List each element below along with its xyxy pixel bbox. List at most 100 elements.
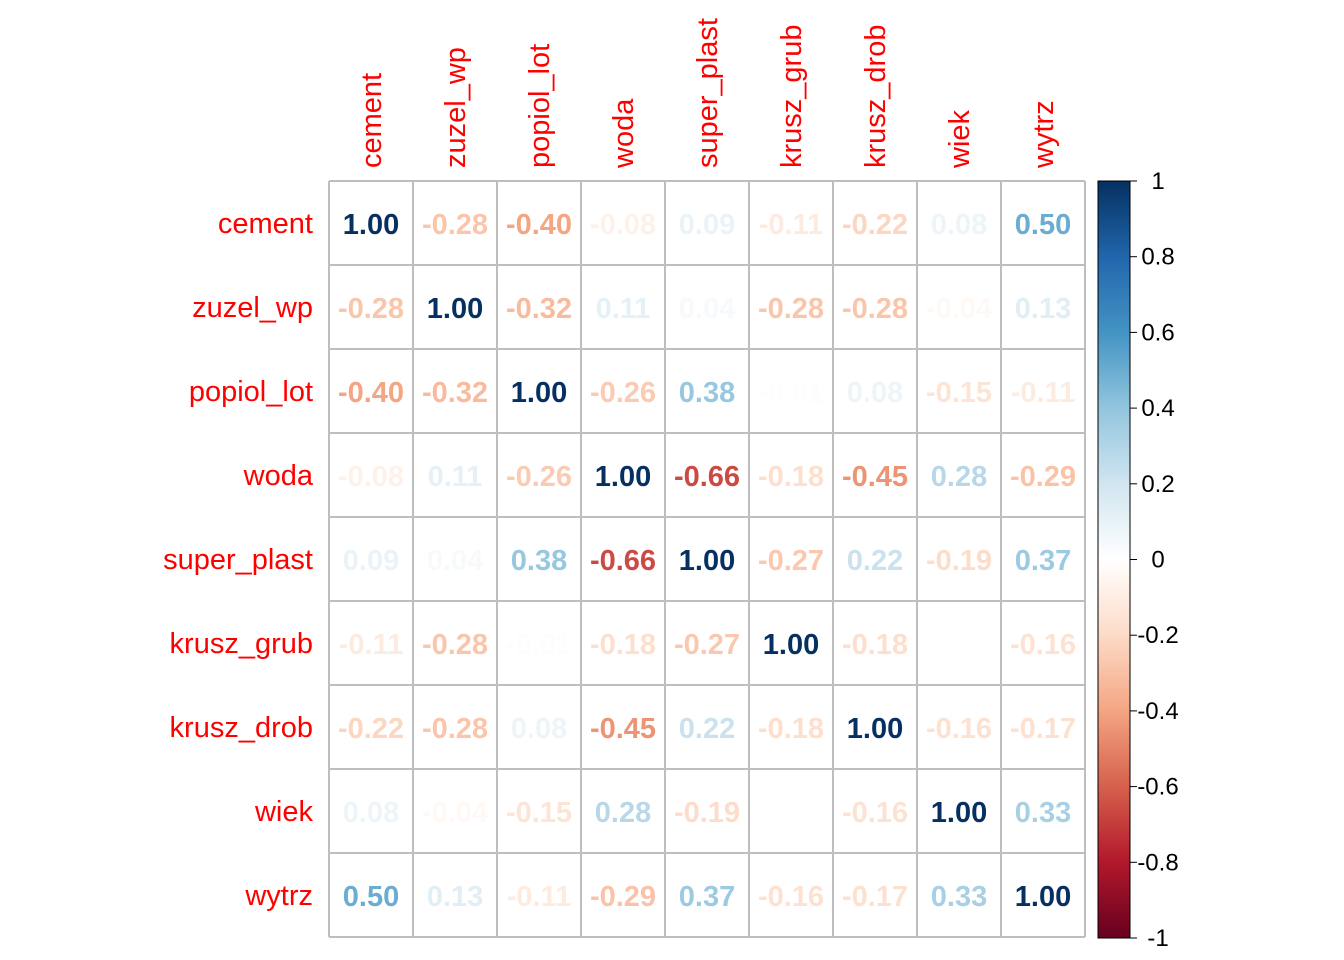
colorbar-tick-label: -1 xyxy=(1147,925,1168,952)
cell-value: 0.13 xyxy=(1015,293,1071,325)
cell-value: 0.33 xyxy=(1015,797,1071,829)
row-label: krusz_drob xyxy=(170,712,313,744)
cell-value: -0.22 xyxy=(338,713,404,745)
cell-value: -0.27 xyxy=(758,545,824,577)
cell-value: 1.00 xyxy=(1015,881,1071,913)
cell-value: -0.16 xyxy=(758,881,824,913)
column-label: popiol_lot xyxy=(524,44,556,168)
cell-value: 1.00 xyxy=(595,461,651,493)
cell-value: -0.45 xyxy=(590,713,656,745)
cell-value: -0.01 xyxy=(506,629,572,661)
row-label: popiol_lot xyxy=(189,376,313,408)
cell-value: 0.38 xyxy=(679,377,735,409)
cell-value: -0.28 xyxy=(758,293,824,325)
cell-value: -0.29 xyxy=(1010,461,1076,493)
cell-value: 0.22 xyxy=(679,713,735,745)
cell-value: 0.08 xyxy=(847,377,903,409)
cell-value: 0.08 xyxy=(511,713,567,745)
cell-value: 0.22 xyxy=(847,545,903,577)
cell-value: -0.15 xyxy=(926,377,992,409)
cell-value: -0.66 xyxy=(674,461,740,493)
colorbar-tick-label: -0.2 xyxy=(1137,622,1178,649)
cell-value: -0.18 xyxy=(590,629,656,661)
cell-value: -0.11 xyxy=(339,629,404,661)
cell-value: -0.16 xyxy=(926,713,992,745)
row-label: zuzel_wp xyxy=(192,292,313,324)
cell-value: 0.00 xyxy=(763,797,819,829)
cell-value: -0.04 xyxy=(422,797,488,829)
cell-value: -0.11 xyxy=(759,209,824,241)
row-label: super_plast xyxy=(163,544,313,576)
column-label: wytrz xyxy=(1028,100,1060,169)
cell-value: -0.26 xyxy=(506,461,572,493)
cell-value: -0.01 xyxy=(758,377,824,409)
colorbar-gradient xyxy=(1097,180,1131,939)
cell-value: -0.32 xyxy=(422,377,488,409)
cell-value: -0.27 xyxy=(674,629,740,661)
cell-value: -0.11 xyxy=(1011,377,1076,409)
cell-value: -0.19 xyxy=(674,797,740,829)
cell-value: 0.04 xyxy=(427,545,483,577)
cell-value: -0.28 xyxy=(338,293,404,325)
cell-value: 0.09 xyxy=(679,209,735,241)
cell-value: -0.28 xyxy=(842,293,908,325)
column-label: cement xyxy=(356,73,388,168)
cell-value: 1.00 xyxy=(847,713,903,745)
colorbar-tick-label: 0.6 xyxy=(1141,319,1174,346)
row-label: wytrz xyxy=(244,880,313,912)
cell-value: 0.38 xyxy=(511,545,567,577)
matrix-values: 1.00 -0.28 -0.40 -0.08 0.09 -0.11 -0.22 0.08 0.5… xyxy=(338,209,1076,913)
cell-value: 0.37 xyxy=(1015,545,1071,577)
cell-value: -0.45 xyxy=(842,461,908,493)
cell-value: 0.08 xyxy=(931,209,987,241)
column-label: krusz_grub xyxy=(776,25,808,168)
colorbar-tick-label: -0.4 xyxy=(1137,698,1178,725)
cell-value: 0.11 xyxy=(428,461,483,493)
column-label: zuzel_wp xyxy=(440,47,472,168)
cell-value: -0.29 xyxy=(590,881,656,913)
row-label: wiek xyxy=(254,796,314,828)
cell-value: -0.28 xyxy=(422,629,488,661)
cell-value: 0.50 xyxy=(1015,209,1071,241)
cell-value: -0.26 xyxy=(590,377,656,409)
cell-value: -0.08 xyxy=(590,209,656,241)
cell-value: 1.00 xyxy=(427,293,483,325)
cell-value: -0.17 xyxy=(1010,713,1076,745)
cell-value: 0.11 xyxy=(596,293,651,325)
cell-value: -0.04 xyxy=(926,293,992,325)
cell-value: -0.32 xyxy=(506,293,572,325)
cell-value: 1.00 xyxy=(511,377,567,409)
colorbar: 1 0.8 0.6 0.4 0.2 0 -0.2 -0.4 -0.6 -0.8 -1 xyxy=(1097,168,1179,952)
colorbar-tick-label: 0.4 xyxy=(1141,395,1174,422)
colorbar-tick-label: 1 xyxy=(1151,168,1164,195)
cell-value: -0.08 xyxy=(338,461,404,493)
cell-value: 0.09 xyxy=(343,545,399,577)
colorbar-tick-label: 0.2 xyxy=(1141,471,1174,498)
row-label: krusz_grub xyxy=(170,628,313,660)
cell-value: -0.18 xyxy=(758,713,824,745)
matrix-grid xyxy=(328,180,1086,938)
row-label: cement xyxy=(218,208,313,240)
colorbar-tick-label: -0.6 xyxy=(1137,774,1178,801)
cell-value: 1.00 xyxy=(343,209,399,241)
colorbar-tick-label: -0.8 xyxy=(1137,849,1178,876)
column-labels: cement zuzel_wp popiol_lot woda super_plast k… xyxy=(356,18,1060,169)
column-label: woda xyxy=(608,98,640,169)
cell-value: -0.40 xyxy=(338,377,404,409)
cell-value: 0.13 xyxy=(427,881,483,913)
cell-value: -0.17 xyxy=(842,881,908,913)
cell-value: 0.50 xyxy=(343,881,399,913)
cell-value: 0.33 xyxy=(931,881,987,913)
cell-value: -0.16 xyxy=(1010,629,1076,661)
cell-value: -0.28 xyxy=(422,713,488,745)
cell-value: 0.28 xyxy=(931,461,987,493)
cell-value: -0.28 xyxy=(422,209,488,241)
cell-value: 0.37 xyxy=(679,881,735,913)
cell-value: 1.00 xyxy=(763,629,819,661)
cell-value: -0.18 xyxy=(758,461,824,493)
cell-value: 1.00 xyxy=(679,545,735,577)
cell-value: -0.15 xyxy=(506,797,572,829)
cell-value: -0.11 xyxy=(507,881,572,913)
